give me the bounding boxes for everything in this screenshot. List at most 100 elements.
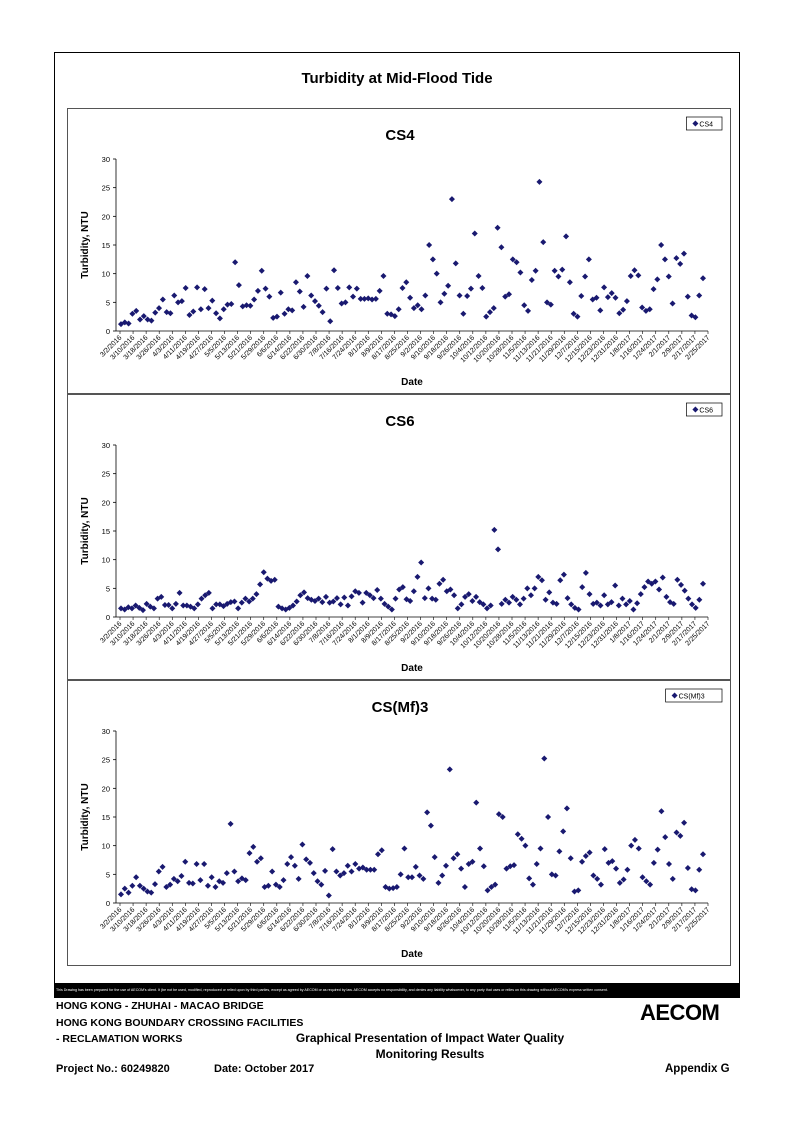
data-point bbox=[678, 581, 685, 588]
data-point bbox=[452, 260, 459, 267]
data-point bbox=[586, 591, 593, 598]
data-point bbox=[601, 592, 608, 599]
chart-title: CS4 bbox=[385, 127, 415, 144]
data-point bbox=[152, 881, 159, 888]
chart-panel-csmf3: CS(Mf)3 CS(Mf)3 0 5 10 15 20 25 30 Turbidity, NTU… bbox=[67, 680, 731, 966]
data-point bbox=[525, 307, 532, 314]
data-point bbox=[479, 285, 486, 291]
data-point bbox=[260, 569, 267, 576]
data-point bbox=[350, 293, 357, 300]
data-point bbox=[630, 606, 637, 613]
data-point bbox=[291, 862, 298, 869]
data-point bbox=[616, 879, 623, 886]
data-point bbox=[118, 891, 124, 898]
data-point bbox=[458, 601, 465, 608]
data-point bbox=[235, 878, 242, 885]
data-point bbox=[284, 861, 291, 868]
data-point bbox=[388, 311, 395, 318]
data-point bbox=[121, 319, 128, 326]
data-point bbox=[522, 842, 529, 849]
data-point bbox=[308, 292, 315, 299]
data-point bbox=[542, 596, 549, 603]
data-point bbox=[202, 592, 209, 599]
data-point bbox=[344, 602, 351, 609]
data-point bbox=[696, 866, 703, 873]
data-point bbox=[269, 868, 276, 875]
data-point bbox=[471, 230, 478, 237]
data-point bbox=[613, 865, 620, 872]
data-point bbox=[689, 601, 696, 608]
data-point bbox=[552, 872, 559, 879]
data-point bbox=[665, 273, 672, 280]
data-point bbox=[235, 282, 242, 289]
data-point bbox=[182, 858, 189, 865]
data-point bbox=[520, 595, 527, 602]
data-point bbox=[148, 317, 155, 324]
data-point bbox=[513, 259, 520, 266]
data-point bbox=[290, 602, 297, 609]
data-point bbox=[276, 883, 283, 890]
data-point bbox=[494, 224, 501, 231]
data-point bbox=[249, 595, 256, 602]
data-point bbox=[227, 599, 234, 606]
data-point bbox=[487, 602, 494, 609]
data-point bbox=[178, 298, 185, 305]
data-point bbox=[397, 871, 404, 878]
data-point bbox=[371, 866, 378, 873]
data-point bbox=[197, 877, 204, 884]
data-point bbox=[541, 755, 548, 762]
data-point bbox=[669, 300, 676, 307]
data-point bbox=[208, 874, 215, 881]
data-point bbox=[456, 292, 463, 299]
data-point bbox=[257, 581, 264, 588]
y-tick-label: 25 bbox=[102, 756, 110, 765]
data-point bbox=[700, 851, 706, 858]
data-point bbox=[549, 599, 556, 606]
data-point bbox=[352, 861, 359, 868]
data-point bbox=[626, 597, 633, 604]
data-point bbox=[635, 272, 642, 279]
data-point bbox=[414, 302, 421, 309]
data-point bbox=[418, 306, 425, 313]
data-point bbox=[327, 318, 334, 325]
data-point bbox=[189, 880, 196, 887]
data-point bbox=[528, 276, 535, 283]
data-point bbox=[637, 591, 644, 598]
data-point bbox=[681, 819, 688, 826]
data-point bbox=[169, 605, 176, 612]
data-point bbox=[639, 304, 646, 311]
data-point bbox=[685, 595, 692, 602]
data-point bbox=[440, 576, 447, 583]
data-point bbox=[235, 605, 242, 612]
data-point bbox=[318, 881, 325, 888]
data-point bbox=[495, 546, 502, 553]
data-point bbox=[650, 286, 657, 293]
data-point bbox=[661, 256, 668, 263]
data-point bbox=[314, 878, 321, 885]
data-point bbox=[516, 601, 523, 608]
data-point bbox=[167, 881, 174, 888]
disclaimer-banner: This Drawing has been prepared for the u… bbox=[54, 983, 740, 998]
data-point bbox=[467, 285, 474, 292]
data-point bbox=[475, 272, 482, 279]
y-axis-label: Turbidity, NTU bbox=[80, 497, 91, 564]
data-point bbox=[608, 290, 615, 297]
legend-label: CS(Mf)3 bbox=[679, 694, 705, 701]
data-point bbox=[654, 276, 661, 283]
data-point bbox=[238, 875, 245, 882]
data-point bbox=[563, 233, 570, 240]
data-point bbox=[696, 596, 703, 603]
data-point bbox=[377, 595, 384, 602]
data-point bbox=[490, 305, 497, 312]
data-point bbox=[293, 598, 300, 605]
data-point bbox=[544, 299, 551, 306]
legend-marker bbox=[692, 120, 699, 127]
data-point bbox=[448, 196, 455, 203]
data-point bbox=[352, 588, 359, 595]
data-point bbox=[395, 306, 402, 313]
data-point bbox=[220, 306, 227, 313]
data-point bbox=[447, 586, 454, 593]
data-point bbox=[312, 298, 318, 305]
data-point bbox=[390, 885, 397, 892]
data-point bbox=[301, 589, 308, 596]
